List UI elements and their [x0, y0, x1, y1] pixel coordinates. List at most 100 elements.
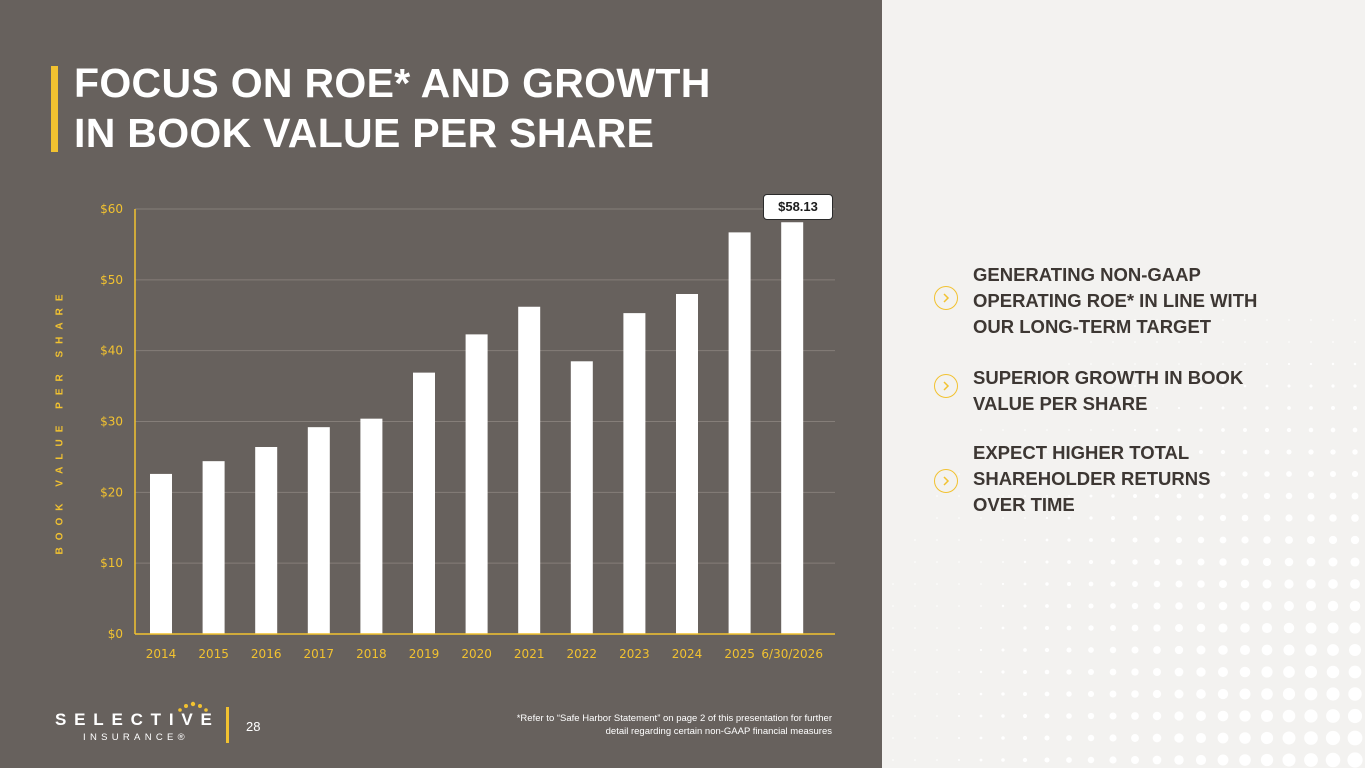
decor-dot [1265, 384, 1269, 388]
decor-dot [1045, 604, 1049, 608]
decor-dot [1283, 622, 1295, 634]
decor-dot [1044, 647, 1050, 653]
decor-dot [1177, 450, 1181, 454]
decor-dot [979, 736, 983, 740]
decor-dot [1134, 319, 1136, 321]
decor-dot [1283, 644, 1295, 656]
decor-dot [1134, 341, 1136, 343]
decor-dot [1174, 667, 1184, 677]
decor-dot [979, 670, 983, 674]
decor-dot [1263, 492, 1271, 500]
decor-dot [1306, 535, 1316, 545]
bar [413, 372, 435, 634]
decor-dot [980, 583, 982, 585]
bar [307, 427, 330, 634]
decor-dot [1067, 494, 1071, 498]
bullet-1-line-2: OPERATING ROE* IN LINE WITH [973, 290, 1258, 311]
decor-dot [1090, 385, 1092, 387]
bullet-2-line-1: SUPERIOR GROWTH IN BOOK [973, 367, 1244, 388]
decor-dot [1261, 710, 1273, 722]
decor-dot [1132, 537, 1138, 543]
decor-dot [1353, 406, 1357, 410]
decor-dot [1131, 646, 1139, 654]
decor-dot [1328, 579, 1338, 589]
decor-dot [1152, 689, 1162, 699]
decor-dot [1110, 537, 1116, 543]
decor-dot [1133, 450, 1137, 454]
decor-dot [1347, 708, 1363, 724]
decor-dot [1244, 341, 1246, 343]
bar [623, 313, 646, 634]
decor-dot [1044, 713, 1050, 719]
decor-dot [1068, 451, 1070, 453]
decor-dot [1244, 363, 1246, 365]
decor-dot [1046, 407, 1048, 409]
decor-dot [914, 737, 916, 739]
decor-dot [1217, 710, 1229, 722]
decor-dot [1111, 472, 1115, 476]
decor-dot [1152, 667, 1162, 677]
decor-dot [1349, 600, 1361, 612]
bar [465, 334, 488, 634]
decor-dot [1220, 449, 1226, 455]
decor-dot [1156, 319, 1158, 321]
decor-dot [1109, 756, 1117, 764]
decor-dot [892, 759, 894, 761]
decor-dot [1304, 753, 1318, 767]
decor-dot [914, 759, 916, 761]
decor-dot [1241, 514, 1249, 522]
decor-dot [1001, 604, 1005, 608]
decor-dot [1131, 756, 1139, 764]
decor-dot [1196, 667, 1206, 677]
decor-dot [936, 693, 938, 695]
decor-dot [1328, 535, 1338, 545]
decor-dot [1066, 713, 1072, 719]
decor-dot [1197, 558, 1205, 566]
decor-dot [1242, 449, 1248, 455]
decor-dot [1218, 601, 1228, 611]
y-tick-label: $10 [100, 556, 123, 570]
decor-dot [1067, 516, 1071, 520]
bullet-1-line-1: GENERATING NON-GAAP [973, 264, 1201, 285]
decor-dot [979, 758, 983, 762]
decor-dot [914, 649, 916, 651]
bullet-3-text: EXPECT HIGHER TOTAL SHAREHOLDER RETURNS … [973, 440, 1210, 518]
decor-dot [1200, 363, 1202, 365]
decor-dot [1218, 579, 1228, 589]
decor-dot [1262, 557, 1272, 567]
decor-dot [1261, 622, 1273, 634]
decor-dot [1066, 625, 1072, 631]
decor-dot [1354, 319, 1356, 321]
decor-dot [958, 539, 960, 541]
decor-dot [1155, 472, 1159, 476]
decor-dot [1266, 319, 1268, 321]
decor-dot [1240, 579, 1250, 589]
decor-dot [1286, 427, 1292, 433]
decor-dot [936, 583, 938, 585]
bullet-2-text: SUPERIOR GROWTH IN BOOK VALUE PER SHARE [973, 365, 1243, 417]
decor-dot [1112, 429, 1114, 431]
decor-dot [1112, 341, 1114, 343]
decor-dot [1310, 319, 1312, 321]
decor-dot [1131, 668, 1139, 676]
decor-dot [1331, 384, 1335, 388]
bullet-3-line-1: EXPECT HIGHER TOTAL [973, 442, 1190, 463]
decor-dot [1133, 494, 1137, 498]
decor-dot [1112, 319, 1114, 321]
x-tick-label: 2019 [409, 647, 440, 661]
bullet-3-line-3: OVER TIME [973, 494, 1075, 515]
decor-dot [1239, 688, 1251, 700]
decor-dot [1261, 644, 1273, 656]
decor-dot [1132, 559, 1138, 565]
decor-dot [1353, 384, 1357, 388]
decor-dot [1002, 407, 1004, 409]
decor-dot [1260, 753, 1274, 767]
decor-dot [1199, 406, 1203, 410]
decor-dot [958, 495, 960, 497]
decor-dot [1330, 427, 1336, 433]
decor-dot [1264, 449, 1270, 455]
decor-dot [1307, 514, 1315, 522]
decor-dot [936, 627, 938, 629]
decor-dot [1110, 559, 1116, 565]
decor-dot [1109, 624, 1117, 632]
